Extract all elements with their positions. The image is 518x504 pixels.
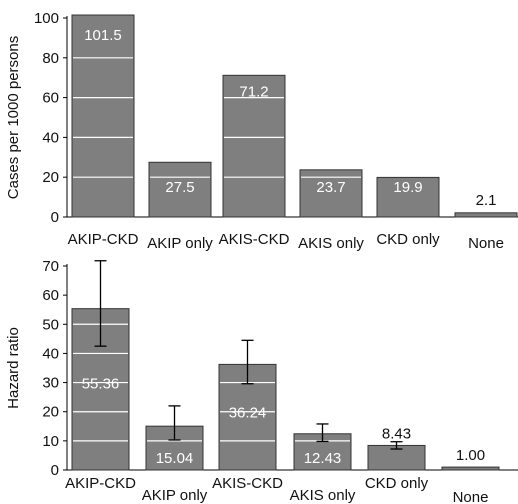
category-label: None [453, 489, 489, 504]
y-tick-label: 30 [42, 375, 59, 392]
category-label: AKIS-CKD [212, 475, 283, 492]
y-tick-label: 100 [34, 10, 59, 27]
data-label: 15.04 [156, 450, 194, 467]
bar [148, 161, 212, 218]
y-tick-label: 20 [42, 169, 59, 186]
y-axis-title: Hazard ratio [5, 327, 22, 409]
data-label: 27.5 [165, 179, 194, 196]
bar [441, 466, 500, 471]
category-label: CKD only [376, 231, 440, 248]
cases-chart: 0 20 40 60 80 100 Cases per 1000 persons 101.5 A… [5, 10, 518, 252]
bar [145, 425, 204, 471]
data-label: 1.00 [456, 447, 485, 464]
y-tick-label: 50 [42, 316, 59, 333]
y-tick-label: 60 [42, 90, 59, 107]
bar [71, 14, 135, 218]
y-tick-label: 60 [42, 287, 59, 304]
category-label: None [468, 235, 504, 252]
y-tick-label: 80 [42, 50, 59, 67]
category-label: AKIP only [147, 235, 213, 252]
y-tick-label: 10 [42, 433, 59, 450]
y-tick-label: 70 [42, 258, 59, 275]
category-label: AKIP-CKD [65, 475, 136, 492]
data-label: 12.43 [304, 450, 342, 467]
data-label: 101.5 [84, 27, 122, 44]
y-axis-title: Cases per 1000 persons [5, 36, 22, 199]
bar [454, 212, 518, 218]
y-tick-label: 40 [42, 345, 59, 362]
hazard-ratio-chart: 0 10 20 30 40 50 60 70 Hazard ratio 55.36 AKIP-CKD… [5, 258, 518, 504]
data-label: 8.43 [382, 425, 411, 442]
category-label: AKIS only [290, 487, 356, 504]
data-label: 23.7 [316, 179, 345, 196]
y-tick-label: 0 [51, 209, 59, 226]
y-tick-label: 20 [42, 404, 59, 421]
bar [222, 74, 286, 218]
data-label: 36.24 [229, 405, 267, 422]
category-label: CKD only [365, 475, 429, 492]
y-tick-label: 40 [42, 129, 59, 146]
data-label: 2.1 [476, 192, 497, 209]
category-label: AKIS only [298, 235, 364, 252]
bar [376, 176, 440, 218]
data-label: 71.2 [239, 83, 268, 100]
y-tick-label: 0 [51, 462, 59, 479]
data-label: 19.9 [393, 179, 422, 196]
category-label: AKIS-CKD [219, 231, 290, 248]
category-label: AKIP only [142, 487, 208, 504]
data-label: 55.36 [82, 375, 120, 392]
category-label: AKIP-CKD [68, 231, 139, 248]
